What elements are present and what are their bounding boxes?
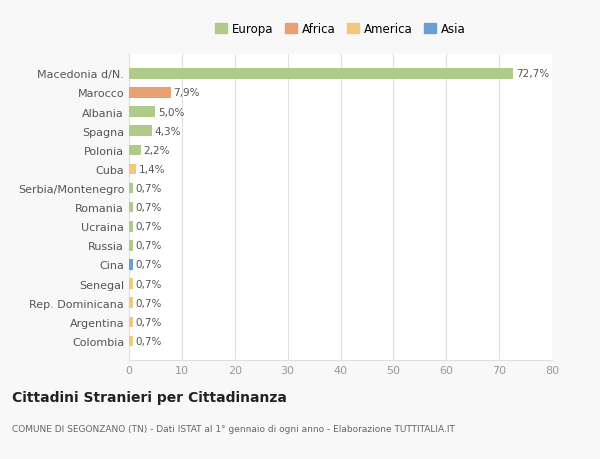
Bar <box>129 279 133 289</box>
Text: 0,7%: 0,7% <box>136 279 162 289</box>
Text: Cittadini Stranieri per Cittadinanza: Cittadini Stranieri per Cittadinanza <box>12 391 287 405</box>
Bar <box>129 260 133 270</box>
Text: 0,7%: 0,7% <box>136 317 162 327</box>
Bar <box>129 202 133 213</box>
Bar <box>129 317 133 327</box>
Text: 0,7%: 0,7% <box>136 184 162 194</box>
Bar <box>129 336 133 347</box>
Text: 72,7%: 72,7% <box>516 69 549 79</box>
Bar <box>129 184 133 194</box>
Text: 7,9%: 7,9% <box>173 88 200 98</box>
Text: 1,4%: 1,4% <box>139 165 166 174</box>
Bar <box>129 298 133 308</box>
Text: 5,0%: 5,0% <box>158 107 184 118</box>
Bar <box>129 107 155 118</box>
Text: 4,3%: 4,3% <box>154 126 181 136</box>
Bar <box>129 145 140 156</box>
Text: 0,7%: 0,7% <box>136 260 162 270</box>
Legend: Europa, Africa, America, Asia: Europa, Africa, America, Asia <box>211 18 470 41</box>
Text: 0,7%: 0,7% <box>136 222 162 232</box>
Bar <box>129 241 133 251</box>
Text: 0,7%: 0,7% <box>136 336 162 346</box>
Text: 2,2%: 2,2% <box>143 146 170 156</box>
Bar <box>129 126 152 137</box>
Text: 0,7%: 0,7% <box>136 298 162 308</box>
Text: COMUNE DI SEGONZANO (TN) - Dati ISTAT al 1° gennaio di ogni anno - Elaborazione : COMUNE DI SEGONZANO (TN) - Dati ISTAT al… <box>12 425 455 433</box>
Bar <box>129 88 171 99</box>
Text: 0,7%: 0,7% <box>136 241 162 251</box>
Bar <box>129 164 136 175</box>
Text: 0,7%: 0,7% <box>136 203 162 213</box>
Bar <box>129 69 514 79</box>
Bar <box>129 222 133 232</box>
